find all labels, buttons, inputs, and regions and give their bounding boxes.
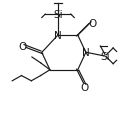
Text: Si: Si: [101, 51, 110, 61]
Text: O: O: [88, 19, 97, 29]
Text: Si: Si: [53, 10, 63, 20]
Text: O: O: [18, 42, 27, 52]
Text: N: N: [82, 48, 90, 58]
Text: N: N: [54, 31, 62, 41]
Text: O: O: [81, 82, 89, 92]
